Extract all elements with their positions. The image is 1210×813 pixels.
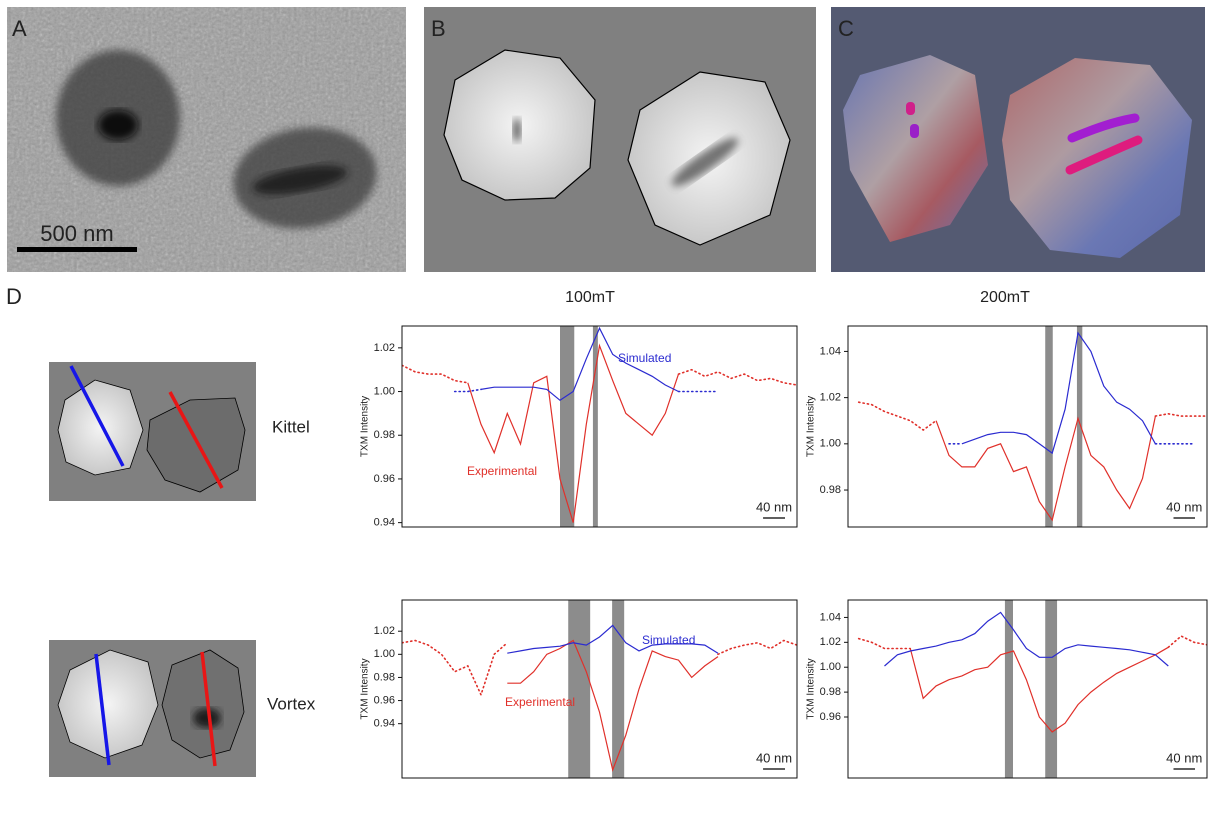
line [480, 326, 679, 402]
dotted-line [857, 401, 1207, 431]
series-label: Experimental [467, 464, 537, 478]
plot-frame [401, 325, 798, 528]
y-tick-label: 1.02 [374, 342, 395, 354]
column-header: 100mT [565, 289, 615, 306]
line-chart: Experimental Simulated 0.94 0.96 0.98 1.00 1.0… [360, 325, 798, 529]
kittel-thumbnail [49, 362, 256, 501]
line [935, 415, 1156, 522]
shaded-band [1004, 600, 1013, 778]
y-tick-label: 0.98 [374, 671, 395, 683]
panel-label: A [12, 16, 27, 41]
panel-label: D [6, 284, 22, 309]
y-axis-label: TXM Intensity [806, 396, 817, 457]
y-tick-label: 0.98 [820, 686, 841, 698]
dotted-line [402, 364, 797, 386]
scale-bar-label: 40 nm [1166, 750, 1202, 765]
y-tick-label: 1.00 [374, 385, 395, 397]
y-tick-label: 1.02 [820, 636, 841, 648]
plot-frame [847, 325, 1208, 528]
line-chart: 0.96 0.98 1.00 1.02 1.04 TXM Intensity 40 nm [806, 599, 1208, 779]
shaded-band [560, 326, 575, 527]
plot-frame [847, 599, 1208, 779]
dotted-line [402, 639, 797, 697]
series-label: Experimental [505, 695, 575, 709]
y-tick-label: 0.94 [374, 718, 395, 730]
y-tick-label: 1.00 [820, 661, 841, 673]
line-chart: 0.98 1.00 1.02 1.04 TXM Intensity 40 nm [806, 325, 1208, 528]
panel-a-image [7, 7, 406, 272]
scale-bar-label: 40 nm [1166, 499, 1202, 514]
shaded-band [612, 600, 625, 778]
y-tick-label: 1.02 [374, 625, 395, 637]
dotted-line [453, 388, 719, 393]
panel-b-image [424, 7, 816, 272]
line [909, 646, 1169, 733]
y-tick-label: 0.94 [374, 517, 395, 529]
shaded-band [592, 326, 598, 527]
y-tick-label: 1.04 [820, 345, 841, 357]
series-label: Simulated [642, 633, 695, 647]
scale-bar-label: 40 nm [756, 499, 792, 514]
y-tick-label: 1.00 [374, 648, 395, 660]
line [507, 624, 719, 654]
dotted-line [857, 635, 1207, 650]
shaded-band [1045, 600, 1058, 778]
row-header: Vortex [267, 694, 316, 713]
line [507, 639, 719, 772]
shaded-band [1045, 326, 1053, 527]
y-axis-label: TXM Intensity [806, 658, 817, 719]
panel-label: B [431, 16, 446, 41]
row-header: Kittel [272, 417, 310, 436]
shaded-band [1076, 326, 1083, 527]
scale-bar-label: 500 nm [40, 221, 113, 246]
y-tick-label: 1.00 [820, 438, 841, 450]
y-tick-label: 1.02 [820, 392, 841, 404]
line [467, 343, 680, 523]
y-tick-label: 0.96 [374, 473, 395, 485]
line-chart: Experimental Simulated 0.94 0.96 0.98 1.00 1.0… [360, 599, 798, 779]
plot-frame [401, 599, 798, 779]
y-axis-label: TXM Intensity [360, 658, 371, 719]
column-header: 200mT [980, 289, 1030, 306]
shaded-band [568, 600, 591, 778]
line [884, 611, 1169, 667]
line [961, 331, 1156, 455]
y-tick-label: 0.96 [374, 694, 395, 706]
charts: Experimental Simulated 0.94 0.96 0.98 1.00 1.0… [360, 325, 1208, 779]
y-tick-label: 0.96 [820, 711, 841, 723]
panel-label: C [838, 16, 854, 41]
scale-bar-label: 40 nm [756, 750, 792, 765]
panel-c-image [831, 7, 1205, 272]
y-axis-label: TXM Intensity [360, 396, 371, 457]
y-tick-label: 0.98 [820, 484, 841, 496]
y-tick-label: 1.04 [820, 611, 841, 623]
y-tick-label: 0.98 [374, 429, 395, 441]
series-label: Simulated [618, 351, 671, 365]
vortex-thumbnail [49, 640, 256, 777]
